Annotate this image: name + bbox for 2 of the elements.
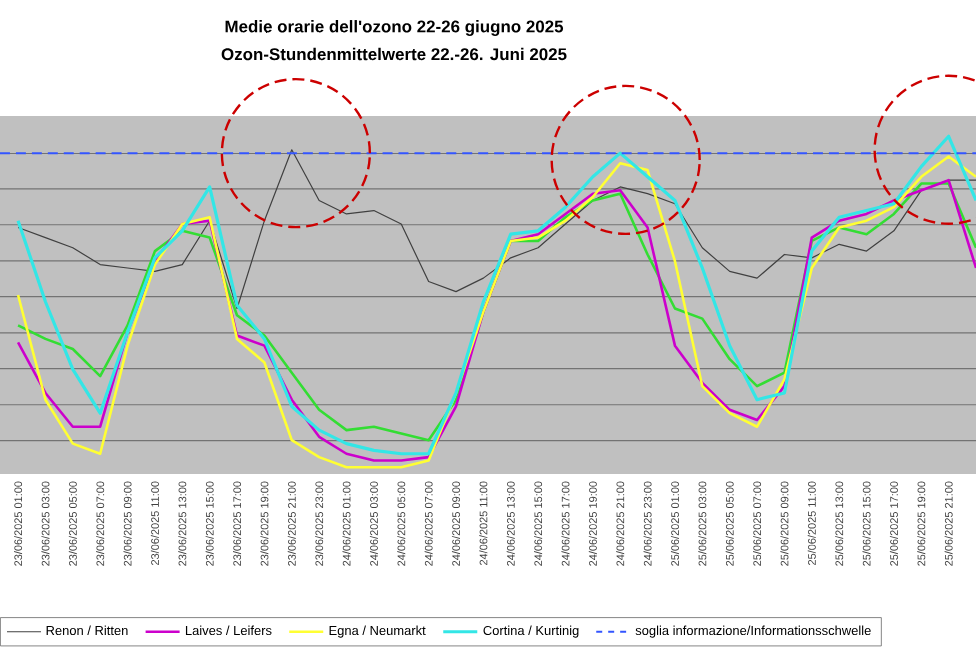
- chart-subtitle: Ozon-Stundenmittelwerte 22.-26. Juni 2025: [221, 47, 567, 61]
- chart-title: Medie orarie dell'ozono 22-26 giugno 2025: [225, 20, 564, 36]
